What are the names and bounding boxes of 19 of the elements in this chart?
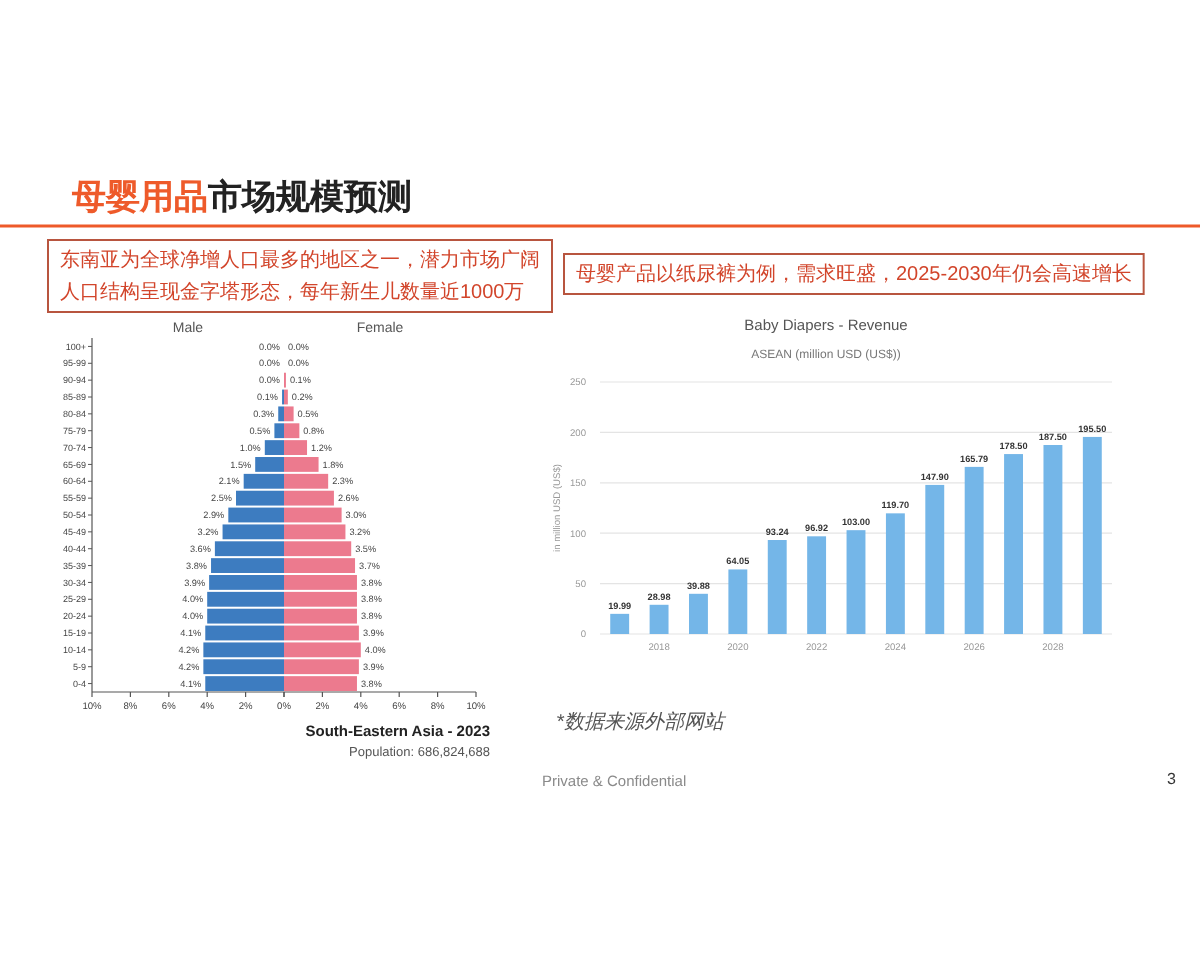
- bar: [807, 536, 827, 634]
- text: *数据来源外部网站: [556, 710, 728, 734]
- text: 母婴用品市场规模预测: [70, 178, 412, 216]
- bar: [1082, 436, 1102, 634]
- bar: [964, 466, 984, 634]
- bar: [1004, 454, 1023, 634]
- bar: [728, 569, 748, 634]
- bar: [846, 530, 866, 634]
- bar: [1043, 445, 1063, 634]
- bar: [649, 604, 669, 634]
- bar: [885, 513, 905, 634]
- bar: [925, 484, 945, 634]
- text: 母婴产品以纸尿裤为例，需求旺盛，2025-2030年仍会高速增长: [576, 262, 1132, 286]
- text: 东南亚为全球净增人口最多的地区之一，潜力市场广阔: [60, 248, 540, 272]
- text: 3: [1167, 770, 1178, 788]
- bar: [610, 613, 630, 634]
- text: 人口结构呈现金字塔形态，每年新生儿数量近1000万: [60, 280, 525, 304]
- bar: [689, 593, 708, 634]
- bar: [767, 540, 787, 634]
